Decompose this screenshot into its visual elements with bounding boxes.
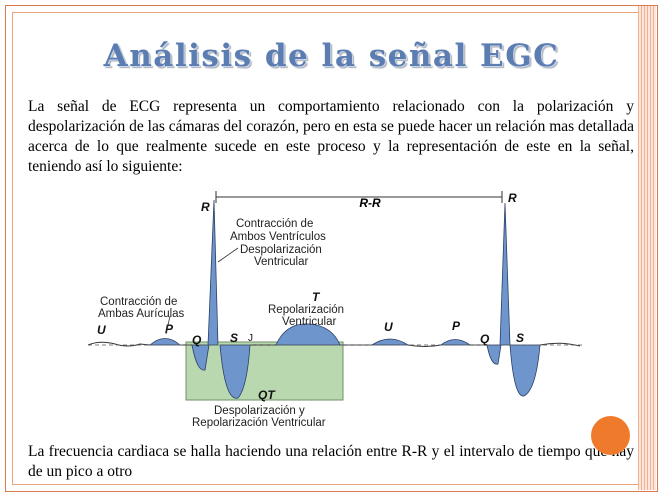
r-peak-left (207, 199, 219, 346)
ann-atria-line1: Contracción de (100, 296, 177, 308)
r-peak-right (499, 202, 511, 346)
s-label-right: S (516, 331, 524, 345)
j-label: J (248, 333, 253, 344)
p-label-right: P (452, 319, 461, 333)
ann-qt-line1: Despolarización y (214, 405, 305, 417)
s-wave-right (509, 344, 541, 397)
u-label-left: U (97, 323, 106, 337)
slide-border (5, 5, 658, 492)
q-label-left: Q (192, 333, 202, 347)
p-wave-left (148, 338, 182, 346)
ann-qt-line2: Repolarización Ventricular (192, 417, 326, 429)
slide-title: Análisis de la señal EGC (103, 38, 560, 74)
q-wave-left (191, 344, 210, 371)
intro-paragraph: La señal de ECG representa un comportami… (28, 98, 634, 175)
qt-label: QT (258, 388, 276, 402)
ann-ventricles-line3: Despolarización (240, 244, 322, 256)
ann-atria-line2: Ambas Aurículas (98, 308, 185, 320)
ann-repol-line2: Ventricular (282, 316, 337, 328)
ann-atria-leader (165, 315, 171, 335)
decorative-orange-circle (591, 416, 630, 455)
qt-interval-box (185, 341, 344, 401)
ann-ventricles-line1: Contracción de (236, 218, 313, 230)
r-label-right: R (508, 191, 517, 205)
u-label-right: U (384, 320, 393, 334)
q-label-right: Q (480, 332, 490, 346)
p-label-left: P (165, 322, 174, 336)
s-wave-left (219, 344, 251, 399)
t-wave-left (275, 323, 341, 346)
u-wave-right (370, 338, 410, 346)
rr-label: R-R (359, 196, 381, 210)
conclusion-paragraph: La frecuencia cardiaca se halla haciendo… (28, 443, 634, 480)
ann-repol-line1: Repolarización (268, 304, 344, 316)
ann-ventricles-line4: Ventricular (254, 256, 309, 268)
q-wave-right (486, 344, 502, 365)
p-wave-right (439, 339, 472, 346)
decorative-stripe-band (638, 6, 656, 490)
s-label-left: S (230, 331, 238, 345)
t-label: T (312, 290, 321, 304)
ann-ventricles-line2: Ambos Ventrículos (230, 231, 326, 243)
ann-ventricles-leader (217, 247, 239, 263)
r-label-left: R (201, 200, 210, 214)
